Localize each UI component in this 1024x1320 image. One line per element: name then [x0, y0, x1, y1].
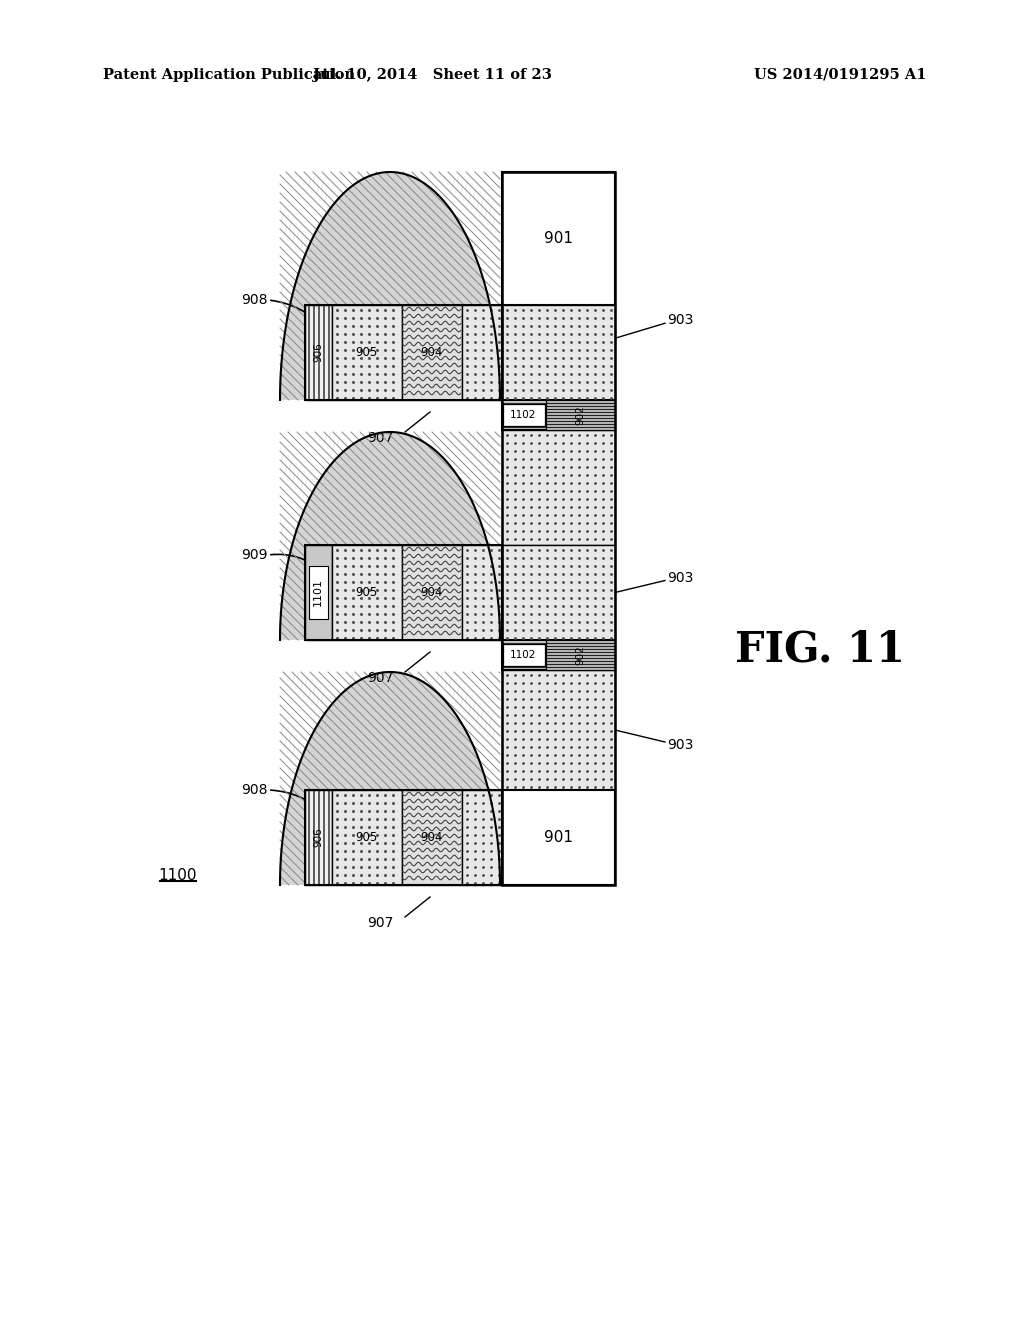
Text: 904: 904: [421, 832, 442, 843]
Text: 902: 902: [575, 405, 586, 425]
Polygon shape: [280, 672, 500, 884]
Text: 901: 901: [544, 830, 573, 845]
Text: Jul. 10, 2014   Sheet 11 of 23: Jul. 10, 2014 Sheet 11 of 23: [312, 69, 552, 82]
Bar: [309, 566, 328, 619]
Text: 909: 909: [242, 548, 268, 562]
Bar: [502, 172, 615, 305]
Bar: [502, 671, 615, 789]
Bar: [502, 430, 615, 545]
Text: 907: 907: [367, 916, 393, 931]
Bar: [546, 640, 615, 671]
Bar: [332, 305, 401, 400]
Text: FIG. 11: FIG. 11: [735, 630, 905, 671]
Text: 905: 905: [355, 832, 378, 843]
Text: 901: 901: [544, 231, 573, 246]
Text: 904: 904: [421, 586, 442, 599]
Bar: [401, 545, 462, 640]
Text: 903: 903: [667, 570, 693, 585]
Bar: [502, 305, 615, 400]
Text: 1102: 1102: [510, 649, 537, 660]
Text: 908: 908: [242, 293, 268, 308]
Text: 906: 906: [313, 828, 324, 847]
Bar: [502, 640, 615, 671]
Bar: [305, 305, 332, 400]
Text: 905: 905: [355, 346, 378, 359]
Bar: [332, 545, 401, 640]
Bar: [502, 545, 615, 640]
Bar: [462, 305, 502, 400]
Bar: [462, 789, 502, 884]
Text: 1101: 1101: [313, 578, 324, 606]
Polygon shape: [280, 432, 500, 640]
Bar: [462, 545, 502, 640]
Bar: [546, 400, 615, 430]
Bar: [305, 545, 502, 640]
Text: 905: 905: [355, 586, 378, 599]
Text: 903: 903: [667, 738, 693, 752]
Bar: [502, 789, 615, 884]
Bar: [305, 789, 502, 884]
Bar: [332, 789, 401, 884]
Text: Patent Application Publication: Patent Application Publication: [103, 69, 355, 82]
Text: 906: 906: [313, 343, 324, 363]
Bar: [502, 400, 615, 430]
Text: 907: 907: [367, 432, 393, 445]
Bar: [305, 789, 332, 884]
Bar: [401, 305, 462, 400]
Polygon shape: [280, 172, 500, 400]
Text: 908: 908: [242, 783, 268, 797]
Text: 907: 907: [367, 671, 393, 685]
Bar: [503, 404, 545, 426]
Bar: [502, 172, 615, 884]
Text: US 2014/0191295 A1: US 2014/0191295 A1: [754, 69, 927, 82]
Text: 903: 903: [667, 313, 693, 327]
Text: 904: 904: [421, 346, 442, 359]
Bar: [305, 305, 502, 400]
Text: 902: 902: [575, 645, 586, 665]
Bar: [401, 789, 462, 884]
Text: 1100: 1100: [159, 867, 198, 883]
Text: 1102: 1102: [510, 411, 537, 420]
Bar: [503, 644, 545, 667]
Bar: [305, 545, 332, 640]
